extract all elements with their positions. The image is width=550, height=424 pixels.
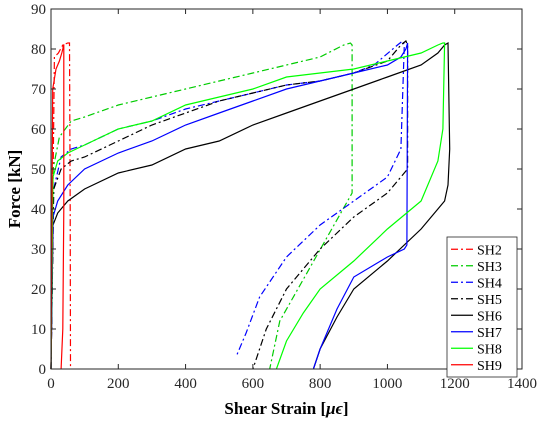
x-axis-label-symbol: μϵ: [325, 399, 343, 418]
y-tick-label: 30: [31, 242, 46, 258]
x-tick-label: 200: [107, 376, 130, 392]
series-line-sh9: [50, 44, 65, 370]
legend-label-sh9: SH9: [477, 359, 502, 374]
y-tick-label: 60: [31, 122, 46, 138]
y-tick-label: 80: [31, 42, 46, 58]
legend-label-sh7: SH7: [477, 326, 502, 341]
legend-label-sh4: SH4: [477, 276, 502, 291]
series-line-sh4: [50, 40, 405, 370]
y-ticks: 0 10 20 30 40 50 60 70 80 90: [31, 2, 522, 378]
x-tick-label: 800: [309, 376, 332, 392]
series-line-sh5: [50, 40, 409, 370]
y-tick-label: 50: [31, 162, 46, 178]
legend-box: [446, 236, 518, 378]
series-line-sh6: [50, 41, 451, 370]
y-tick-label: 90: [31, 2, 46, 18]
x-tick-label: 1400: [507, 376, 537, 392]
series-line-sh7: [50, 42, 409, 370]
x-tick-label: 1200: [440, 376, 470, 392]
y-tick-label: 40: [31, 202, 46, 218]
series-layer: [50, 40, 451, 370]
legend-label-sh5: SH5: [477, 293, 502, 308]
plot-frame: [50, 8, 523, 370]
x-tick-label: 1000: [372, 376, 402, 392]
x-tick-label: 0: [47, 376, 55, 392]
y-tick-label: 0: [39, 362, 47, 378]
y-axis-label: Force [kN]: [5, 150, 24, 229]
legend-label-sh3: SH3: [477, 260, 502, 275]
x-axis-label-text: Shear Strain [: [224, 399, 326, 418]
y-tick-label: 10: [31, 322, 46, 338]
x-tick-label: 600: [242, 376, 265, 392]
legend-label-sh6: SH6: [477, 309, 502, 324]
y-tick-label: 20: [31, 282, 46, 298]
legend-label-sh8: SH8: [477, 342, 502, 357]
legend-label-sh2: SH2: [477, 243, 502, 258]
x-axis-label: Shear Strain [μϵ]: [224, 399, 348, 418]
x-tick-label: 400: [174, 376, 197, 392]
series-line-sh8: [50, 42, 446, 370]
y-tick-label: 70: [31, 82, 46, 98]
x-axis-label-end: ]: [343, 399, 349, 418]
x-ticks: 0 200 400 600 800 1000 1200 1400: [47, 9, 537, 392]
